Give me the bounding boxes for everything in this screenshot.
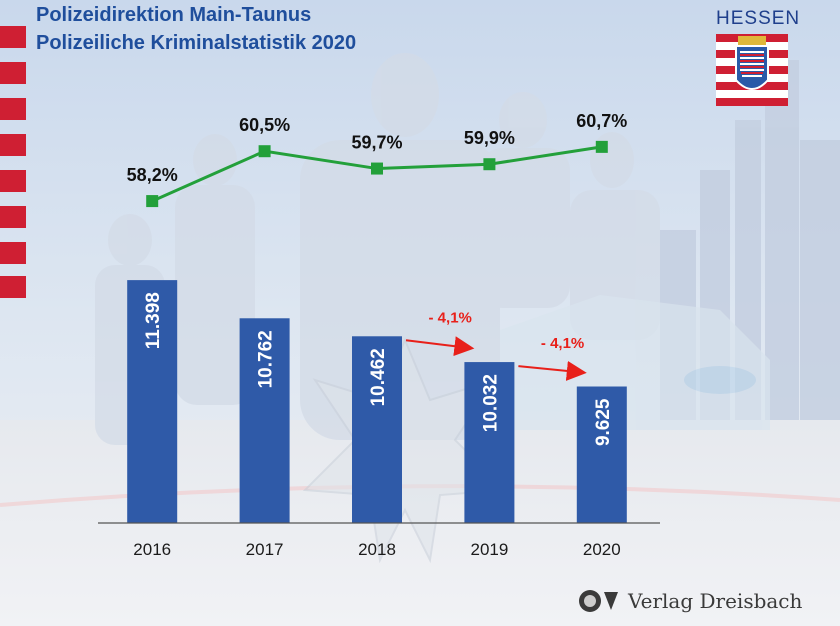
bar-value-label: 9.625 xyxy=(593,398,614,446)
bar-value-label: 10.032 xyxy=(480,374,501,432)
flag-stripe xyxy=(0,26,26,48)
change-label: - 4,1% xyxy=(429,309,472,326)
bar-value-label: 10.762 xyxy=(256,330,277,388)
change-arrow xyxy=(405,336,475,357)
state-label: HESSEN xyxy=(716,8,801,29)
x-tick-label: 2018 xyxy=(358,540,396,559)
x-tick-label: 2017 xyxy=(246,540,284,559)
change-arrow xyxy=(518,360,587,381)
line-point-2016 xyxy=(146,195,159,208)
publisher-watermark: Verlag Dreisbach xyxy=(578,588,802,614)
x-tick-label: 2020 xyxy=(583,540,621,559)
title-line-1: Polizeidirektion Main-Taunus xyxy=(36,4,312,26)
flag-stripe xyxy=(0,206,26,228)
bar-2019 xyxy=(464,362,515,523)
flag-stripe xyxy=(0,276,26,298)
bar-2017 xyxy=(239,318,290,523)
line-point-2019 xyxy=(483,158,496,171)
bar-value-label: 10.462 xyxy=(368,348,389,406)
line-value-label: 59,9% xyxy=(464,128,515,148)
publisher-logo-icon xyxy=(579,590,618,612)
hessen-coat-of-arms-icon xyxy=(716,34,788,106)
flag-stripe xyxy=(0,62,26,84)
line-point-2020 xyxy=(595,140,608,153)
flag-stripe xyxy=(0,242,26,264)
bar-2018 xyxy=(352,336,402,523)
change-label: - 4,1% xyxy=(541,335,584,352)
line-point-2017 xyxy=(258,145,271,158)
flag-stripe xyxy=(0,170,26,192)
line-value-label: 58,2% xyxy=(127,165,178,185)
line-point-2018 xyxy=(371,162,383,175)
line-value-label: 59,7% xyxy=(351,133,402,153)
flag-stripe xyxy=(0,134,26,156)
line-value-label: 60,7% xyxy=(576,111,627,131)
publisher-name: Verlag Dreisbach xyxy=(628,589,803,613)
x-tick-label: 2016 xyxy=(133,540,171,559)
bar-2020 xyxy=(576,386,627,523)
x-tick-label: 2019 xyxy=(470,540,508,559)
bar-2016 xyxy=(127,280,178,523)
bar-value-label: 11.398 xyxy=(143,292,164,349)
line-value-label: 60,5% xyxy=(239,115,290,135)
title-line-2: Polizeiliche Kriminalstatistik 2020 xyxy=(36,32,357,54)
flag-stripe xyxy=(0,98,26,120)
